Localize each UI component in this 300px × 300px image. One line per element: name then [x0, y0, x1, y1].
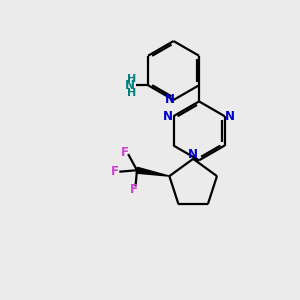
Text: N: N — [225, 110, 235, 123]
Text: F: F — [111, 165, 119, 178]
Text: N: N — [165, 93, 175, 106]
Text: N: N — [188, 148, 198, 161]
Text: H: H — [127, 74, 136, 84]
Text: F: F — [130, 184, 138, 196]
Text: N: N — [163, 110, 173, 123]
Text: F: F — [121, 146, 129, 159]
Polygon shape — [136, 167, 169, 176]
Text: H: H — [127, 88, 136, 98]
Text: N: N — [124, 79, 134, 92]
